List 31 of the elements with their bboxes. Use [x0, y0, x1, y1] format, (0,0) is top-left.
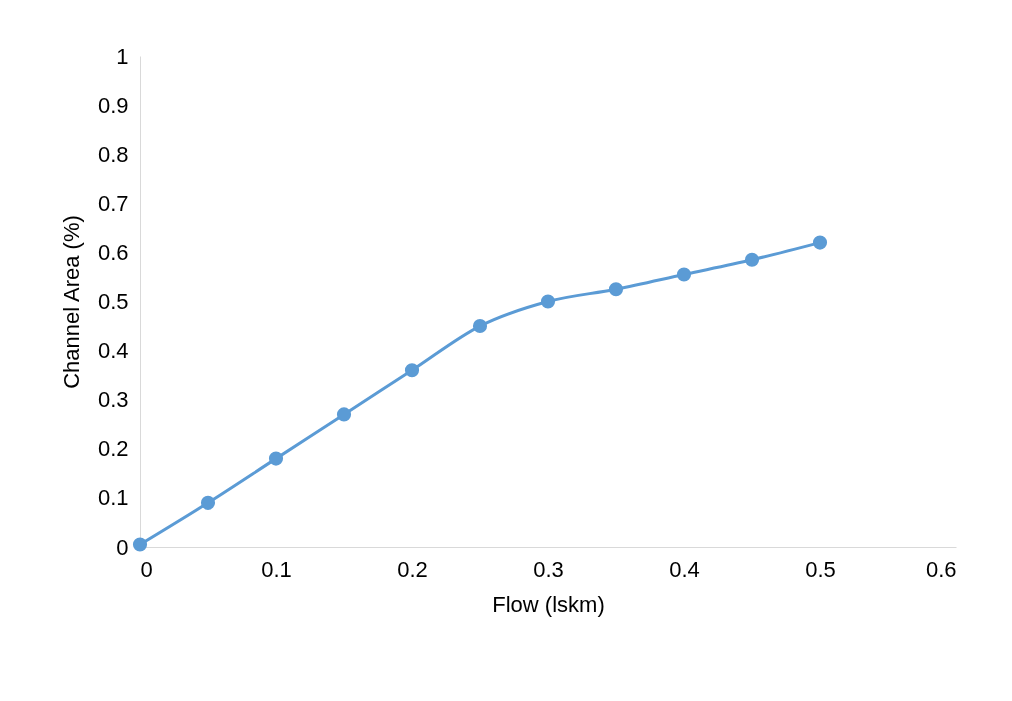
x-tick-label: 0.1 [261, 556, 292, 582]
y-tick-label: 0.2 [97, 436, 129, 462]
point [676, 267, 692, 282]
y-tick-label: 0.3 [97, 387, 129, 413]
point [336, 407, 352, 422]
point [472, 318, 488, 334]
y-tick-label: 0 [116, 534, 129, 560]
y-tick-label: 0.4 [97, 338, 129, 364]
point [200, 495, 216, 510]
point [744, 252, 760, 267]
point [268, 451, 284, 466]
y-tick-label: 1 [116, 43, 129, 69]
point [132, 537, 148, 552]
x-tick-label: 0.3 [533, 556, 564, 582]
point [540, 294, 556, 309]
point [404, 363, 420, 378]
x-tick-label: 0.2 [397, 556, 428, 582]
y-tick-label: 0.7 [97, 190, 129, 216]
y-axis-title: Channel Area (%) [58, 215, 84, 389]
x-tick-label: 0.5 [805, 556, 836, 582]
x-tick-label: 0.6 [925, 556, 957, 582]
y-tick-label: 0.8 [97, 141, 129, 167]
x-tick-label: 0 [140, 556, 153, 582]
y-tick-label: 0.5 [97, 289, 129, 314]
point [812, 235, 828, 250]
y-tick-label: 0.1 [97, 485, 129, 511]
point [608, 282, 624, 297]
x-tick-label: 0.4 [669, 556, 700, 582]
y-tick-label: 0.6 [97, 239, 129, 265]
y-tick-label: 0.9 [97, 92, 129, 118]
x-axis-title: Flow (lskm) [492, 591, 605, 617]
